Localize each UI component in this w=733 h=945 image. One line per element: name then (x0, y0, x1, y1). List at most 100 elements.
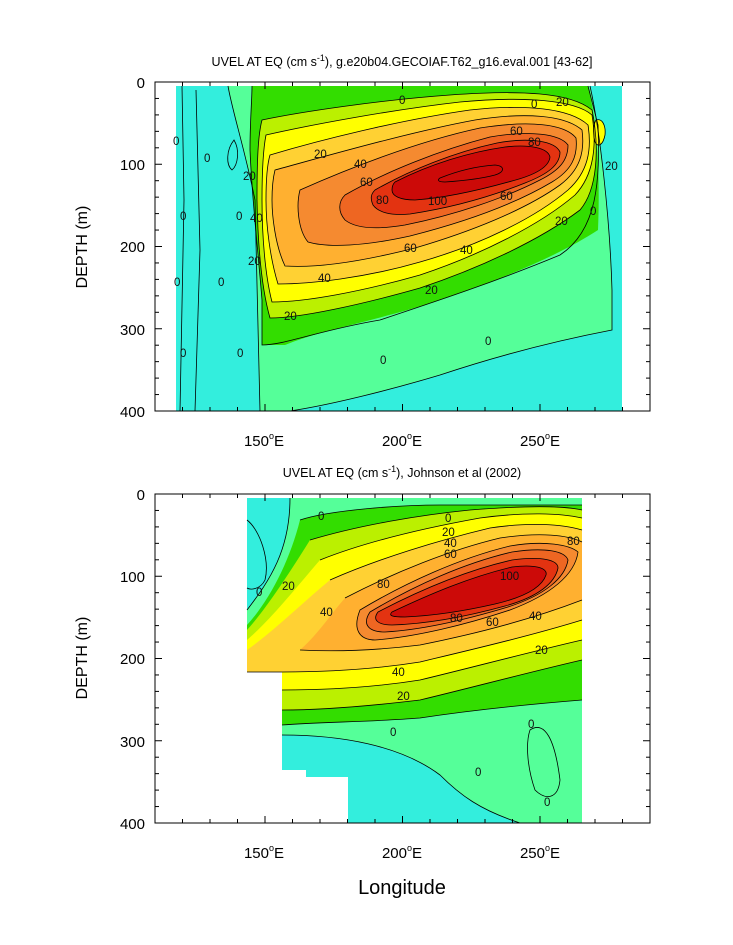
clabel: 20 (605, 161, 618, 173)
clabel: 20 (535, 645, 548, 657)
band-90 (392, 146, 550, 200)
x-tick-suffix: E (274, 433, 284, 450)
clabel: 100 (428, 196, 447, 208)
x-tick-value: 250 (520, 433, 545, 450)
clabel: 40 (460, 245, 473, 257)
clabel: 0 (485, 336, 491, 348)
clabel: 20 (556, 97, 569, 109)
title-sup: -1 (388, 464, 396, 474)
x-tick-value: 250 (520, 845, 545, 862)
x-tick-sup: o (545, 431, 550, 441)
clabel: 0 (531, 99, 537, 111)
clabel: 80 (567, 536, 580, 548)
y-tick-label: 400 (120, 816, 145, 833)
clabel: 0 (180, 211, 186, 223)
chart-title-bottom: UVEL AT EQ (cm s-1), Johnson et al (2002… (283, 464, 521, 480)
y-axis-label-bottom: DEPTH (m) (74, 617, 91, 700)
y-tick-label: 300 (120, 734, 145, 751)
clabel: 80 (450, 613, 463, 625)
x-tick-label: 150oE (244, 843, 284, 862)
clabel: 20 (425, 285, 438, 297)
clabel: 100 (500, 571, 519, 583)
y-tick-label: 200 (120, 651, 145, 668)
clabel: 20 (243, 171, 256, 183)
clabel: 0 (475, 767, 481, 779)
title-rest: ), Johnson et al (2002) (396, 466, 521, 480)
clabel: 80 (376, 195, 389, 207)
clabel: 0 (380, 355, 386, 367)
title-text: UVEL AT EQ (cm s (283, 466, 388, 480)
x-tick-value: 150 (244, 845, 269, 862)
clabel: 0 (236, 211, 242, 223)
clabel: 0 (590, 206, 596, 218)
clabel: 20 (248, 256, 261, 268)
clabel: 20 (284, 311, 297, 323)
x-tick-sup: o (269, 843, 274, 853)
x-tick-suffix: E (550, 433, 560, 450)
contour-labels-model: 0 0 0 0 0 0 0 0 0 0 0 0 20 20 20 20 20 2… (173, 95, 618, 367)
clabel: 40 (529, 611, 542, 623)
band-90 (390, 565, 547, 617)
isolines-model (179, 85, 613, 411)
clabel: 0 (173, 136, 179, 148)
x-tick-value: 200 (382, 433, 407, 450)
y-tick-label: 0 (137, 75, 145, 92)
contour-fill-model (176, 85, 622, 411)
clabel: 20 (314, 149, 327, 161)
clabel: 60 (444, 549, 457, 561)
clabel: 0 (390, 727, 396, 739)
axis-ticks-top (155, 81, 650, 412)
clabel: 40 (392, 667, 405, 679)
clabel: 80 (377, 579, 390, 591)
isolines-observed (246, 497, 583, 823)
clabel: 20 (555, 216, 568, 228)
x-tick-sup: o (545, 843, 550, 853)
clabel: 0 (544, 797, 550, 809)
title-rest: ), g.e20b04.GECOIAF.T62_g16.eval.001 [43… (325, 55, 593, 69)
clabel: 40 (354, 159, 367, 171)
y-tick-label: 100 (120, 157, 145, 174)
x-tick-suffix: E (550, 845, 560, 862)
x-tick-label: 250oE (520, 843, 560, 862)
clabel: 0 (528, 719, 534, 731)
y-tick-label: 0 (137, 487, 145, 504)
clabel: 0 (180, 348, 186, 360)
x-tick-sup: o (407, 431, 412, 441)
clabel: 20 (397, 691, 410, 703)
chart-panel-observed: 0 0 20 40 20 40 60 80 80 100 80 60 40 20… (74, 464, 651, 899)
y-tick-label: 100 (120, 569, 145, 586)
clabel: 60 (500, 191, 513, 203)
x-tick-sup: o (407, 843, 412, 853)
x-tick-label: 250oE (520, 431, 560, 450)
clabel: 40 (444, 538, 457, 550)
clabel: 20 (442, 527, 455, 539)
clabel: 0 (445, 513, 451, 525)
contour-fill-observed (246, 497, 583, 823)
clabel: 20 (282, 581, 295, 593)
clabel: 60 (404, 243, 417, 255)
x-tick-label: 200oE (382, 431, 422, 450)
title-sup: -1 (317, 53, 325, 63)
axis-ticks-bottom (155, 493, 650, 824)
x-tick-suffix: E (274, 845, 284, 862)
clabel: 0 (174, 277, 180, 289)
clabel: 0 (318, 511, 324, 523)
clabel: 60 (360, 177, 373, 189)
y-tick-label: 300 (120, 322, 145, 339)
clabel: 0 (204, 153, 210, 165)
clabel: 40 (320, 607, 333, 619)
clabel: 0 (399, 95, 405, 107)
x-tick-value: 150 (244, 433, 269, 450)
clabel: 60 (510, 126, 523, 138)
x-tick-label: 200oE (382, 843, 422, 862)
x-tick-suffix: E (412, 433, 422, 450)
band-east-tongue (593, 119, 606, 146)
y-axis-label-top: DEPTH (m) (74, 206, 91, 289)
title-text: UVEL AT EQ (cm s (212, 55, 317, 69)
y-tick-label: 400 (120, 404, 145, 421)
x-tick-suffix: E (412, 845, 422, 862)
clabel: 60 (486, 617, 499, 629)
x-tick-value: 200 (382, 845, 407, 862)
clabel: 0 (256, 587, 262, 599)
clabel: 40 (250, 213, 263, 225)
